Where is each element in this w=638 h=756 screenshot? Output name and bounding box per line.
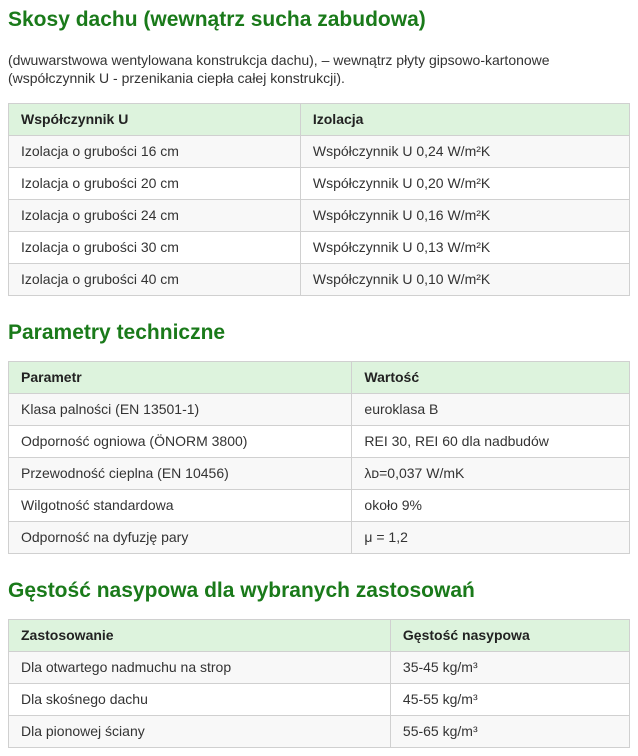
table-cell: 45-55 kg/m³ bbox=[389, 683, 631, 716]
table-cell: Izolacja o grubości 16 cm bbox=[8, 135, 301, 168]
table-cell: μ = 1,2 bbox=[351, 521, 630, 554]
table-cell: Wilgotność standardowa bbox=[7, 489, 353, 522]
table-cell: Dla otwartego nadmuchu na strop bbox=[8, 651, 391, 684]
table-row: Izolacja o grubości 24 cm Współczynnik U … bbox=[8, 199, 631, 232]
table-cell: Izolacja o grubości 40 cm bbox=[8, 263, 301, 296]
table-cell: Odporność ogniowa (ÖNORM 3800) bbox=[7, 425, 353, 458]
table-row: Dla skośnego dachu 45-55 kg/m³ bbox=[8, 683, 631, 716]
bulk-density-table: Zastosowanie Gęstość nasypowa Dla otwart… bbox=[8, 619, 631, 748]
section-parametry-techniczne: Parametry techniczne Parametr Wartość Kl… bbox=[7, 321, 630, 554]
section-heading: Parametry techniczne bbox=[8, 321, 226, 344]
table-cell: Odporność na dyfuzję pary bbox=[7, 521, 353, 554]
table-row: Odporność ogniowa (ÖNORM 3800) REI 30, RE… bbox=[7, 425, 630, 458]
table-row: Klasa palności (EN 13501-1) euroklasa B bbox=[7, 393, 630, 426]
column-header: Parametr bbox=[7, 361, 353, 394]
table-cell: euroklasa B bbox=[351, 393, 630, 426]
column-header: Współczynnik U bbox=[8, 103, 301, 136]
table-header-row: Współczynnik U Izolacja bbox=[8, 103, 631, 136]
table-row: Izolacja o grubości 30 cm Współczynnik U … bbox=[8, 231, 631, 264]
table-row: Przewodność cieplna (EN 10456) λᴅ=0,037 W… bbox=[7, 457, 630, 490]
table-row: Izolacja o grubości 20 cm Współczynnik U … bbox=[8, 167, 631, 200]
column-header: Gęstość nasypowa bbox=[389, 619, 631, 652]
table-cell: Współczynnik U 0,10 W/m²K bbox=[299, 263, 631, 296]
table-cell: Izolacja o grubości 30 cm bbox=[8, 231, 301, 264]
table-row: Wilgotność standardowa około 9% bbox=[7, 489, 630, 522]
table-cell: Przewodność cieplna (EN 10456) bbox=[7, 457, 353, 490]
table-row: Dla otwartego nadmuchu na strop 35-45 kg/… bbox=[8, 651, 631, 684]
table-header-row: Parametr Wartość bbox=[7, 361, 630, 394]
table-cell: Współczynnik U 0,24 W/m²K bbox=[299, 135, 631, 168]
table-cell: Dla skośnego dachu bbox=[8, 683, 391, 716]
section-gestosc-nasypowa: Gęstość nasypowa dla wybranych zastosowa… bbox=[8, 579, 631, 748]
table-row: Izolacja o grubości 16 cm Współczynnik U … bbox=[8, 135, 631, 168]
section-heading: Skosy dachu (wewnątrz sucha zabudowa) bbox=[8, 8, 426, 31]
section-heading: Gęstość nasypowa dla wybranych zastosowa… bbox=[8, 579, 475, 602]
section-skosy-dachu: Skosy dachu (wewnątrz sucha zabudowa) (d… bbox=[8, 8, 631, 296]
table-cell: 55-65 kg/m³ bbox=[389, 715, 631, 748]
table-cell: 35-45 kg/m³ bbox=[389, 651, 631, 684]
table-cell: Współczynnik U 0,20 W/m²K bbox=[299, 167, 631, 200]
table-header-row: Zastosowanie Gęstość nasypowa bbox=[8, 619, 631, 652]
u-coefficient-table: Współczynnik U Izolacja Izolacja o grubo… bbox=[8, 103, 631, 296]
table-row: Dla pionowej ściany 55-65 kg/m³ bbox=[8, 715, 631, 748]
table-row: Izolacja o grubości 40 cm Współczynnik U … bbox=[8, 263, 631, 296]
technical-parameters-table: Parametr Wartość Klasa palności (EN 1350… bbox=[7, 361, 630, 554]
table-cell: Izolacja o grubości 20 cm bbox=[8, 167, 301, 200]
table-cell: Izolacja o grubości 24 cm bbox=[8, 199, 301, 232]
table-cell: REI 30, REI 60 dla nadbudów bbox=[351, 425, 630, 458]
column-header: Zastosowanie bbox=[8, 619, 391, 652]
table-cell: Dla pionowej ściany bbox=[8, 715, 391, 748]
intro-paragraph: (dwuwarstwowa wentylowana konstrukcja da… bbox=[8, 52, 550, 86]
column-header: Wartość bbox=[351, 361, 630, 394]
table-row: Odporność na dyfuzję pary μ = 1,2 bbox=[7, 521, 630, 554]
table-cell: około 9% bbox=[351, 489, 630, 522]
table-cell: Współczynnik U 0,16 W/m²K bbox=[299, 199, 631, 232]
table-cell: λᴅ=0,037 W/mK bbox=[351, 457, 630, 490]
column-header: Izolacja bbox=[299, 103, 631, 136]
table-cell: Klasa palności (EN 13501-1) bbox=[7, 393, 353, 426]
table-cell: Współczynnik U 0,13 W/m²K bbox=[299, 231, 631, 264]
